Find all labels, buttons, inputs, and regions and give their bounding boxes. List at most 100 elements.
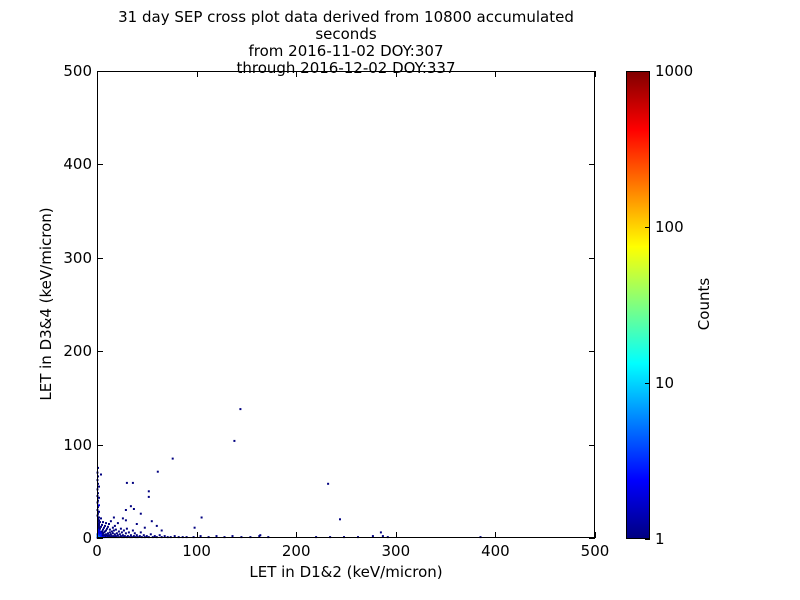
data-point [131, 529, 134, 532]
data-point [125, 481, 128, 484]
data-point [98, 504, 100, 507]
data-point [327, 482, 330, 485]
data-point [101, 530, 103, 533]
colorbar-axis-label: Counts [695, 277, 713, 331]
data-point [131, 481, 134, 484]
colorbar-tick-label: 100 [655, 218, 684, 236]
data-point [98, 485, 100, 488]
data-point [100, 517, 102, 520]
data-point [133, 532, 136, 535]
data-point [199, 535, 202, 538]
data-point [129, 534, 132, 537]
data-point [135, 523, 138, 525]
data-point [105, 529, 107, 532]
plot-area-border [97, 71, 595, 538]
data-point [109, 520, 112, 523]
data-point [124, 519, 127, 522]
x-axis-label: LET in D1&2 (keV/micron) [249, 563, 443, 581]
data-point [124, 509, 127, 511]
data-point [193, 526, 196, 529]
data-point [147, 495, 150, 498]
data-point [111, 526, 114, 529]
data-point [138, 535, 141, 538]
x-tick-label: 400 [481, 542, 510, 560]
data-point [173, 535, 176, 538]
data-point [158, 534, 161, 537]
data-point [121, 534, 124, 537]
data-point [156, 470, 159, 473]
data-point [339, 518, 341, 521]
x-tick-label: 500 [580, 542, 610, 560]
data-point [215, 535, 218, 538]
y-tick-label: 500 [63, 62, 92, 80]
data-point [153, 535, 156, 538]
data-point [379, 531, 382, 534]
data-point [231, 535, 234, 538]
scatter-points [96, 408, 482, 539]
chart-title-line-2: from 2016-11-02 DOY:307 [248, 42, 444, 60]
data-point [132, 535, 135, 538]
x-tick-label: 100 [182, 542, 211, 560]
x-tick-label: 300 [381, 542, 411, 560]
data-point [149, 533, 152, 536]
data-point [108, 523, 110, 525]
axis-tick-marks [97, 71, 596, 539]
data-point [123, 535, 126, 538]
data-point [139, 512, 142, 515]
data-point [139, 531, 142, 534]
data-point [127, 531, 130, 534]
data-point [155, 524, 158, 527]
y-tick-label: 400 [63, 155, 92, 174]
data-point [103, 526, 105, 529]
data-point [113, 533, 116, 536]
data-point [102, 528, 104, 531]
y-tick-label: 100 [63, 435, 92, 454]
data-point [126, 535, 129, 538]
data-point [112, 529, 115, 532]
data-point [101, 523, 103, 526]
data-point [112, 516, 115, 519]
data-point [121, 517, 124, 520]
data-point [171, 457, 174, 460]
data-point [233, 439, 236, 442]
colorbar-tick-label: 1 [655, 530, 665, 548]
data-point [118, 533, 121, 536]
data-point [98, 516, 100, 519]
data-point [125, 527, 128, 530]
data-point [107, 532, 109, 535]
data-point [100, 473, 102, 476]
data-point [116, 534, 119, 537]
data-point [117, 530, 120, 533]
chart-title: 31 day SEP cross plot data derived from … [97, 9, 595, 77]
data-point [258, 535, 261, 538]
data-point [104, 524, 106, 527]
data-point [108, 528, 111, 531]
data-point [110, 530, 113, 533]
colorbar [626, 71, 650, 539]
data-point [122, 529, 125, 532]
data-point [150, 520, 153, 523]
data-point [109, 533, 112, 536]
y-tick-label: 200 [63, 342, 92, 361]
data-point [239, 408, 242, 411]
colorbar-tick-marks [645, 71, 650, 540]
data-point [106, 527, 108, 530]
data-point [120, 531, 123, 534]
data-point [129, 505, 132, 508]
data-point [98, 510, 100, 513]
data-point [99, 530, 101, 533]
data-point [200, 516, 203, 519]
data-point [108, 531, 111, 534]
chart-title-line-1: 31 day SEP cross plot data derived from … [118, 8, 574, 43]
data-point [147, 490, 150, 493]
data-point [124, 532, 127, 535]
data-point [99, 521, 101, 524]
data-point [135, 534, 138, 537]
data-point [102, 521, 104, 524]
data-point [143, 526, 146, 529]
data-point [113, 524, 116, 527]
data-point [116, 522, 119, 525]
x-tick-label: 0 [92, 542, 102, 560]
